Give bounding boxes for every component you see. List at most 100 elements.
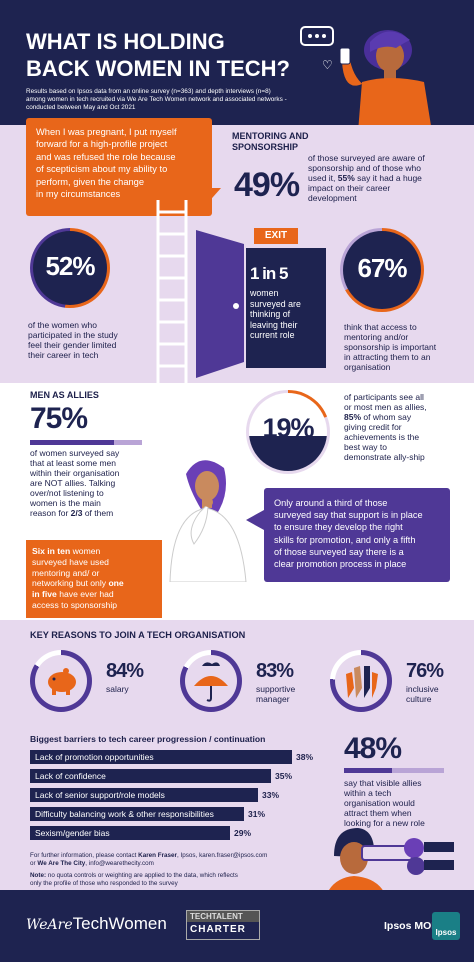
text-part: of them: [82, 508, 114, 519]
barriers-heading: Biggest barriers to tech career progress…: [30, 734, 266, 744]
stat-line: leaving their: [250, 319, 298, 330]
barrier-bar: Lack of senior support/role models: [30, 788, 258, 802]
stat-line: sponsorship is important: [344, 342, 437, 353]
reason-label: supportive manager: [256, 684, 295, 704]
stat-line: achievements is the: [344, 432, 420, 443]
reasons-heading: KEY REASONS TO JOIN A TECH ORGANISATION: [30, 630, 246, 640]
stat-48-text: say that visible allies within a tech or…: [344, 778, 472, 828]
note-line: Note: no quota controls or weighting are…: [30, 872, 320, 880]
allies-heading: MEN AS ALLIES: [30, 390, 99, 400]
stat-19-value: 19%: [262, 413, 314, 443]
barrier-value: 29%: [234, 828, 252, 838]
contact-line: For further information, please contact …: [30, 852, 320, 860]
one-in-five-text: women surveyed are thinking of leaving t…: [250, 288, 324, 341]
text-part: 2/3: [70, 508, 83, 519]
stat-line: feel their gender limited: [28, 340, 117, 351]
stat-49-text: of those surveyed are aware of sponsorsh…: [308, 153, 468, 203]
six-line: in five have ever had: [32, 589, 156, 600]
text-part: networking but only: [32, 578, 109, 589]
barrier-bar: Sexism/gender bias: [30, 826, 230, 840]
six-line: mentoring and/ or: [32, 567, 100, 578]
stat-75-value: 75%: [30, 402, 88, 435]
tech-talent-charter-logo: TECHTALENT CHARTER: [186, 910, 260, 940]
text-part: , Ipsos, karen.fraser@ipsos.com: [177, 852, 268, 859]
quote-text: When I was pregnant, I put myself forwar…: [26, 118, 212, 208]
stat-line: impact on their career: [308, 183, 391, 194]
woman-with-phone-illustration: [340, 30, 432, 134]
ttc-line: TECHTALENT: [187, 911, 259, 922]
text-part: of whom say: [361, 412, 412, 423]
text-part: reason for: [30, 508, 71, 519]
stat-line: of those surveyed are aware of: [308, 153, 425, 163]
text-part: in five: [32, 589, 57, 600]
stat-52-text: of the women who participated in the stu…: [28, 320, 158, 360]
stat-line: organisation would: [344, 798, 415, 809]
exit-sign: EXIT: [254, 228, 298, 244]
stat-line: women is the main: [30, 498, 101, 509]
stat-line: that at least some men: [30, 458, 116, 469]
support-line: of those surveyed say there is a: [274, 546, 404, 557]
six-in-ten-text: Six in ten women surveyed have used ment…: [26, 540, 162, 617]
stat-48-bar-fill: [344, 768, 392, 773]
six-line: surveyed have used: [32, 556, 109, 567]
page-title: WHAT IS HOLDING BACK WOMEN IN TECH?: [26, 28, 290, 82]
text-part: one: [108, 578, 124, 589]
contact-info: For further information, please contact …: [30, 852, 320, 868]
stat-line: current role: [250, 330, 295, 341]
survey-note: Note: no quota controls or weighting are…: [30, 872, 320, 888]
support-box-tail: [246, 510, 264, 530]
text-part: Karen Fraser: [138, 852, 178, 859]
reason-value: 76%: [406, 660, 444, 682]
title-line: BACK WOMEN IN TECH?: [26, 56, 290, 81]
stat-line: are NOT allies. Talking: [30, 478, 116, 489]
barriers-chart: Lack of promotion opportunities 38% Lack o…: [0, 750, 330, 850]
barrier-value: 31%: [248, 809, 266, 819]
text-part: , info@wearethecity.com: [85, 860, 154, 867]
stat-line: think that access to: [344, 322, 417, 332]
ipsos-badge-logo: Ipsos: [432, 912, 460, 940]
reason-value: 84%: [106, 660, 144, 682]
note-line: only the profile of those who responded …: [30, 880, 178, 887]
stat-67-value: 67%: [357, 253, 407, 283]
stat-line: demonstrate ally-ship: [344, 452, 425, 463]
support-line: surveyed say that support is in place: [274, 510, 423, 521]
stat-line: or most men as allies,: [344, 402, 427, 413]
barrier-bar: Lack of promotion opportunities: [30, 750, 292, 764]
quote-line: of scepticism about my ability to: [36, 164, 168, 175]
stat-line: sponsorship and of those who: [308, 163, 421, 174]
thinking-woman-illustration: [169, 460, 247, 582]
text-part: used it,: [308, 173, 338, 184]
stat-line: reason for 2/3 of them: [30, 508, 154, 518]
one-in-five-value: 1 in 5: [250, 264, 288, 283]
stat-line: say that visible allies: [344, 778, 422, 788]
quote-bubble-tail: [205, 188, 221, 206]
subtitle: Results based on Ipsos data from an onli…: [26, 88, 326, 112]
title-line: WHAT IS HOLDING: [26, 29, 225, 54]
text-part: For further information, please contact: [30, 852, 139, 859]
ipsos-badge-text: Ipsos: [435, 928, 457, 937]
support-text: Only around a third of those surveyed sa…: [264, 488, 450, 579]
reason-label-line: inclusive: [406, 684, 439, 694]
six-line: networking but only one: [32, 578, 156, 589]
text-part: Note:: [30, 872, 47, 879]
text-part: women: [70, 546, 101, 556]
stat-line: giving credit for: [344, 422, 402, 433]
stat-19-circle: [249, 393, 327, 471]
stat-line: within their organisation: [30, 468, 120, 479]
stat-75-text: of women surveyed say that at least some…: [30, 448, 154, 518]
we-are-tech-women-logo: WeAreTechWomen: [26, 914, 167, 934]
stat-line: mentoring and/or: [344, 332, 409, 343]
six-line: Six in ten women: [32, 546, 156, 557]
reason-label: salary: [106, 684, 129, 694]
logo-script: WeAre: [26, 917, 73, 933]
support-line: Only around a third of those: [274, 498, 388, 508]
stat-line: within a tech: [344, 788, 392, 799]
text-part: Six in ten: [32, 546, 71, 556]
stat-line: looking for a new role: [344, 818, 425, 829]
contact-line: or We Are The City, info@wearethecity.co…: [30, 860, 320, 868]
piggy-bank-icon: [48, 668, 76, 695]
reason-label-line: manager: [256, 694, 290, 705]
stat-52-value: 52%: [45, 251, 95, 281]
reason-label-line: supportive: [256, 684, 296, 694]
quote-line: forward for a high-profile project: [36, 139, 168, 150]
